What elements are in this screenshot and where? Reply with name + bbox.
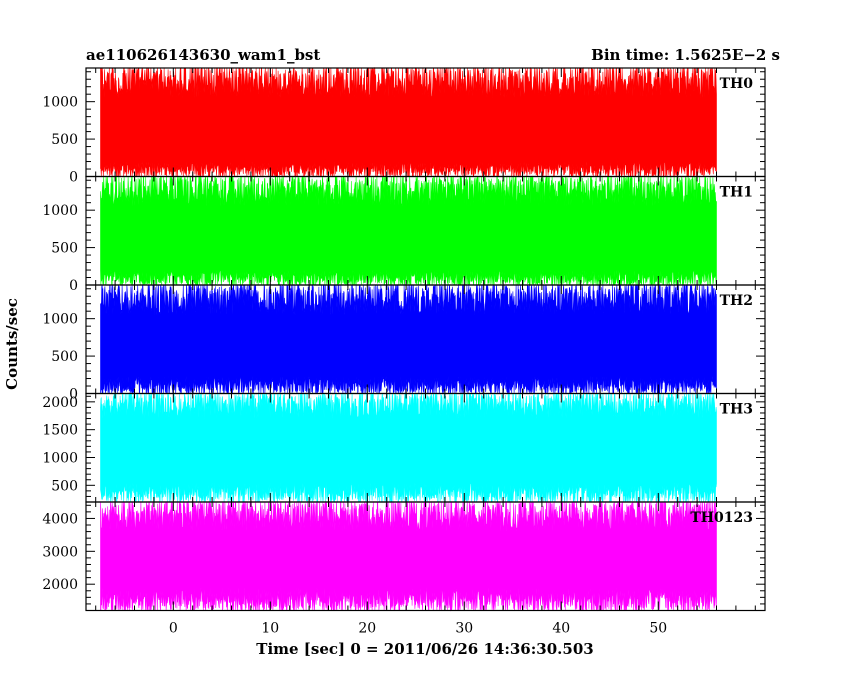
series-th1-trace xyxy=(100,175,717,287)
panel-th3-label: TH3 xyxy=(720,402,753,418)
xtick-label: 10 xyxy=(261,621,279,637)
xtick-label: 30 xyxy=(455,621,473,637)
series-th0-trace xyxy=(100,66,717,178)
xtick-label: 0 xyxy=(169,621,178,637)
panel-th3-ytick-label: 500 xyxy=(51,478,78,494)
panel-th1-ytick-label: 500 xyxy=(51,241,78,257)
bin-time-label: Bin time: 1.5625E−2 s xyxy=(591,46,780,64)
chart-title: ae110626143630_wam1_bst xyxy=(86,46,320,64)
panel-th0123-ytick-label: 3000 xyxy=(42,544,78,560)
series-th2-trace xyxy=(100,283,717,395)
panel-th0123-ytick-label: 2000 xyxy=(42,577,78,593)
panel-th2-ytick-label: 0 xyxy=(69,387,78,403)
panel-th3-ytick-label: 2000 xyxy=(42,395,78,411)
panel-th1-ytick-label: 1000 xyxy=(42,203,78,219)
series-th0123-trace xyxy=(100,501,717,612)
panel-th0123-ytick-label: 4000 xyxy=(42,511,78,527)
xtick-label: 20 xyxy=(358,621,376,637)
panel-th0-ytick-label: 0 xyxy=(69,170,78,186)
panel-th0123-label: TH0123 xyxy=(690,510,753,526)
panels-group: 05001000TH005001000TH105001000TH25001000… xyxy=(42,66,766,637)
x-axis-title: Time [sec] 0 = 2011/06/26 14:36:30.503 xyxy=(256,640,593,658)
panel-th2-ytick-label: 1000 xyxy=(42,312,78,328)
panel-th0-ytick-label: 1000 xyxy=(42,95,78,111)
xtick-label: 50 xyxy=(649,621,667,637)
y-axis-title: Counts/sec xyxy=(3,298,21,390)
panel-th2-ytick-label: 500 xyxy=(51,349,78,365)
series-th3-trace xyxy=(100,392,717,504)
panel-th3-ytick-label: 1000 xyxy=(42,450,78,466)
xtick-label: 40 xyxy=(552,621,570,637)
panel-th1-label: TH1 xyxy=(720,185,753,201)
panel-th2-label: TH2 xyxy=(720,293,753,309)
panel-th1-ytick-label: 0 xyxy=(69,278,78,294)
panel-th0-label: TH0 xyxy=(720,76,754,92)
panel-th0-ytick-label: 500 xyxy=(51,132,78,148)
panel-th3-ytick-label: 1500 xyxy=(42,423,78,439)
